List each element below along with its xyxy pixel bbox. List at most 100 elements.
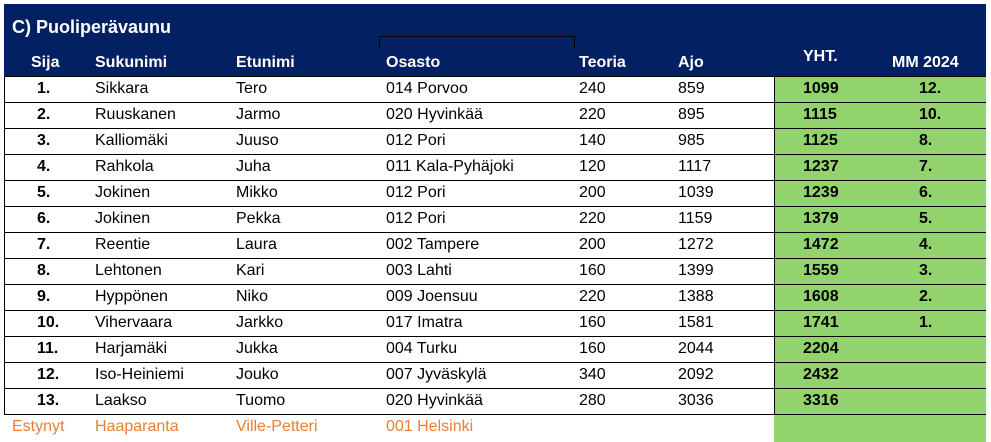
cell-mm: 5. [919, 210, 933, 227]
row-gridline [4, 414, 986, 415]
cell-sukunimi: Sikkara [95, 80, 149, 97]
table-row: 11. Harjamäki Jukka 004 Turku 160 2044 2204 [4, 336, 986, 362]
cell-teoria: 280 [579, 392, 606, 409]
cell-mm: 4. [919, 236, 933, 253]
cell-sija: 9. [37, 288, 51, 305]
dnf-cell-sukunimi: Haaparanta [95, 418, 179, 435]
cell-ajo: 2044 [678, 340, 714, 357]
row-gridline [4, 102, 986, 103]
cell-yht: 1125 [803, 132, 838, 149]
cell-osasto: 012 Pori [386, 210, 446, 227]
cell-osasto: 009 Joensuu [386, 288, 478, 305]
cell-teoria: 160 [579, 314, 606, 331]
cell-yht: 1099 [803, 80, 839, 97]
cell-sukunimi: Jokinen [95, 210, 151, 227]
dnf-cell-osasto: 001 Helsinki [386, 418, 474, 435]
cell-yht: 1472 [803, 236, 839, 253]
cell-osasto: 012 Pori [386, 132, 446, 149]
row-gridline [4, 128, 986, 129]
cell-ajo: 895 [678, 106, 705, 123]
header-row: Sija Sukunimi Etunimi Osasto Teoria Ajo … [4, 48, 986, 76]
cell-ajo: 2092 [678, 366, 714, 383]
table-row: 2. Ruuskanen Jarmo 020 Hyvinkää 220 895 1115 10… [4, 102, 986, 128]
row-gridline [4, 232, 986, 233]
header-etunimi: Etunimi [236, 54, 295, 71]
cell-ajo: 985 [678, 132, 705, 149]
cell-yht: 1559 [803, 262, 839, 279]
cell-etunimi: Kari [236, 262, 265, 279]
table-row: 1. Sikkara Tero 014 Porvoo 240 859 1099 12. [4, 76, 986, 102]
header-ajo: Ajo [678, 54, 704, 71]
cell-yht: 1239 [803, 184, 839, 201]
row-gridline [4, 180, 986, 181]
cell-yht: 1115 [803, 106, 837, 123]
cell-etunimi: Niko [236, 288, 269, 305]
cell-teoria: 220 [579, 106, 606, 123]
header-sukunimi: Sukunimi [95, 54, 168, 71]
dnf-row: Estynyt Haaparanta Ville-Petteri 001 Helsin… [4, 414, 986, 440]
table-row: 10. Vihervaara Jarkko 017 Imatra 160 1581 1741… [4, 310, 986, 336]
cell-ajo: 1272 [678, 236, 714, 253]
cell-etunimi: Mikko [236, 184, 278, 201]
cell-sukunimi: Reentie [95, 236, 151, 253]
cell-sija: 13. [37, 392, 60, 409]
cell-sija: 12. [37, 366, 60, 383]
cell-ajo: 1581 [678, 314, 714, 331]
table-row: 9. Hyppönen Niko 009 Joensuu 220 1388 1608 2. [4, 284, 986, 310]
cell-osasto: 004 Turku [386, 340, 458, 357]
column-border [774, 76, 775, 415]
cell-teoria: 200 [579, 184, 606, 201]
cell-yht: 2432 [803, 366, 839, 383]
cell-yht: 1379 [803, 210, 839, 227]
cell-osasto: 020 Hyvinkää [386, 106, 483, 123]
cell-mm: 1. [919, 314, 933, 331]
cell-mm: 10. [919, 106, 942, 123]
cell-etunimi: Juha [236, 158, 271, 175]
cell-sukunimi: Kalliomäki [95, 132, 168, 149]
row-gridline [4, 310, 986, 311]
table-row: 8. Lehtonen Kari 003 Lahti 160 1399 1559 3. [4, 258, 986, 284]
cell-ajo: 1399 [678, 262, 714, 279]
cell-osasto: 012 Pori [386, 184, 446, 201]
row-gridline [4, 154, 986, 155]
row-gridline [4, 206, 986, 207]
cell-osasto: 014 Porvoo [386, 80, 468, 97]
cell-yht: 1237 [803, 158, 839, 175]
cell-teoria: 240 [579, 80, 606, 97]
cell-sukunimi: Jokinen [95, 184, 151, 201]
cell-sukunimi: Laakso [95, 392, 147, 409]
row-gridline [4, 336, 986, 337]
cell-mm: 2. [919, 288, 933, 305]
row-gridline [4, 362, 986, 363]
cell-ajo: 3036 [678, 392, 714, 409]
header-sija: Sija [31, 54, 60, 71]
cell-sija: 11. [37, 340, 59, 357]
table-title: C) Puoliperävaunu [12, 17, 172, 37]
cell-sukunimi: Ruuskanen [95, 106, 176, 123]
table-row: 3. Kalliomäki Juuso 012 Pori 140 985 1125 8. [4, 128, 986, 154]
cell-ajo: 1117 [678, 158, 712, 175]
cell-teoria: 220 [579, 288, 606, 305]
cell-osasto: 011 Kala-Pyhäjoki [386, 158, 514, 175]
table-row: 7. Reentie Laura 002 Tampere 200 1272 1472 4. [4, 232, 986, 258]
cell-teoria: 120 [579, 158, 606, 175]
cell-sija: 7. [37, 236, 51, 253]
cell-mm: 3. [919, 262, 933, 279]
cell-teoria: 340 [579, 366, 606, 383]
row-gridline [4, 258, 986, 259]
cell-etunimi: Tero [236, 80, 268, 97]
cell-teoria: 200 [579, 236, 606, 253]
cell-osasto: 007 Jyväskylä [386, 366, 487, 383]
cell-etunimi: Jarmo [236, 106, 281, 123]
cell-sukunimi: Rahkola [95, 158, 154, 175]
cell-sukunimi: Hyppönen [95, 288, 168, 305]
header-osasto: Osasto [386, 54, 441, 71]
table-row: 12. Iso-Heiniemi Jouko 007 Jyväskylä 340 2092… [4, 362, 986, 388]
dnf-cell-etunimi: Ville-Petteri [236, 418, 318, 435]
cell-mm: 6. [919, 184, 933, 201]
row-gridline [4, 388, 986, 389]
cell-sija: 2. [37, 106, 51, 123]
cell-etunimi: Laura [236, 236, 277, 253]
table-row: 13. Laakso Tuomo 020 Hyvinkää 280 3036 3316 [4, 388, 986, 414]
